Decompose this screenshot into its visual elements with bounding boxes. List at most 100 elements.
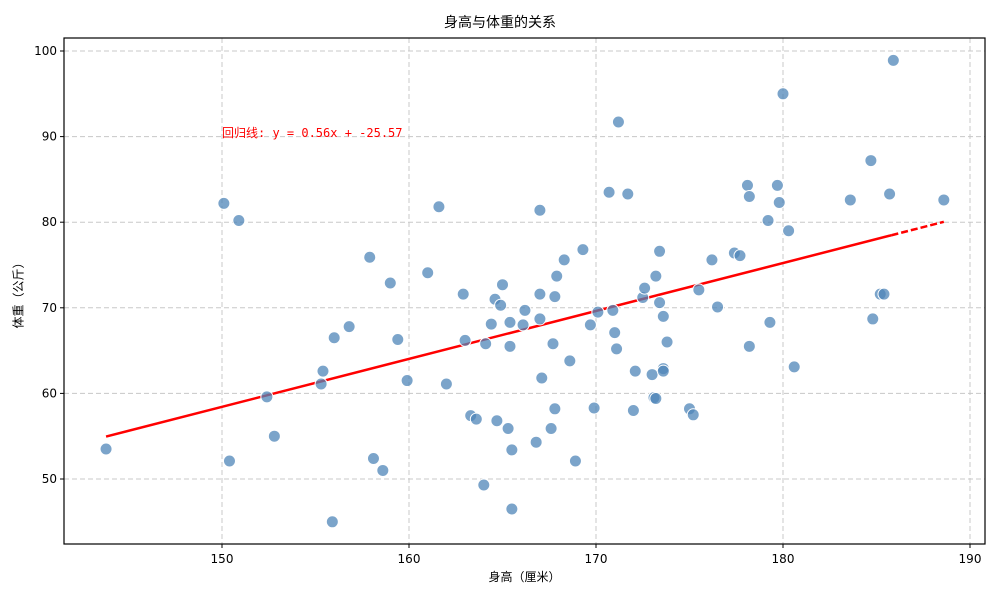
data-point xyxy=(843,193,857,207)
data-point xyxy=(99,442,113,456)
y-tick-label: 80 xyxy=(42,215,57,229)
data-point xyxy=(376,463,390,477)
data-point xyxy=(518,303,532,317)
y-axis-label: 体重（公斤） xyxy=(11,256,26,329)
regression-annotation: 回归线: y = 0.56x + -25.57 xyxy=(222,126,403,140)
y-tick-label: 60 xyxy=(42,386,57,400)
data-point xyxy=(325,515,339,529)
axes-frame xyxy=(63,37,986,545)
data-point xyxy=(533,287,547,301)
data-point xyxy=(742,339,756,353)
data-point xyxy=(501,421,515,435)
data-point xyxy=(516,318,530,332)
y-tick-label: 70 xyxy=(42,301,57,315)
data-point xyxy=(456,287,470,301)
data-point xyxy=(626,404,640,418)
grid-lines xyxy=(64,38,985,544)
y-tick-label: 90 xyxy=(42,130,57,144)
data-point xyxy=(608,326,622,340)
data-point xyxy=(583,318,597,332)
data-point xyxy=(782,224,796,238)
data-point xyxy=(383,276,397,290)
data-point xyxy=(557,253,571,267)
data-point xyxy=(505,502,519,516)
data-point xyxy=(484,317,498,331)
data-point xyxy=(611,115,625,129)
data-point xyxy=(576,243,590,257)
data-point xyxy=(656,309,670,323)
data-point xyxy=(503,315,517,329)
data-point xyxy=(649,269,663,283)
data-point xyxy=(864,154,878,168)
data-point xyxy=(877,287,891,301)
data-point xyxy=(544,421,558,435)
data-point xyxy=(772,196,786,210)
data-point xyxy=(610,342,624,356)
data-point xyxy=(217,196,231,210)
data-point xyxy=(568,454,582,468)
data-point xyxy=(733,249,747,263)
x-axis-label: 身高（厘米） xyxy=(488,570,561,584)
data-point xyxy=(546,337,560,351)
data-point xyxy=(602,185,616,199)
data-point xyxy=(883,187,897,201)
data-point xyxy=(660,335,674,349)
x-tick-label: 160 xyxy=(398,552,421,566)
data-point xyxy=(267,429,281,443)
data-point xyxy=(621,187,635,201)
data-point xyxy=(866,312,880,326)
x-tick-label: 150 xyxy=(211,552,234,566)
data-point xyxy=(886,53,900,67)
data-point xyxy=(505,443,519,457)
data-point xyxy=(432,200,446,214)
data-point xyxy=(533,203,547,217)
data-point xyxy=(490,414,504,428)
data-point xyxy=(692,283,706,297)
data-point xyxy=(363,250,377,264)
data-point xyxy=(503,339,517,353)
data-point xyxy=(421,266,435,280)
data-point xyxy=(645,368,659,382)
data-point xyxy=(222,454,236,468)
data-point xyxy=(653,296,667,310)
data-point xyxy=(649,392,663,406)
chart-title: 身高与体重的关系 xyxy=(444,15,556,31)
data-point xyxy=(469,412,483,426)
data-point xyxy=(787,360,801,374)
data-point xyxy=(587,401,601,415)
data-point xyxy=(563,354,577,368)
x-tick-label: 180 xyxy=(772,552,795,566)
data-point xyxy=(458,333,472,347)
data-point xyxy=(496,278,509,292)
data-point xyxy=(529,435,543,449)
data-point xyxy=(391,332,405,346)
data-point xyxy=(316,364,330,378)
data-point xyxy=(761,213,775,227)
data-point xyxy=(535,371,549,385)
data-point xyxy=(656,364,670,378)
data-point xyxy=(711,300,725,314)
y-tick-label: 100 xyxy=(34,44,57,58)
data-point xyxy=(479,337,493,351)
axis-ticks: 150 160 170 180 190 50 60 70 80 90 100 xyxy=(34,44,981,566)
y-tick-label: 50 xyxy=(42,472,57,486)
data-point xyxy=(366,451,380,465)
data-point xyxy=(653,244,667,258)
data-point xyxy=(686,408,700,422)
x-tick-label: 170 xyxy=(585,552,608,566)
regression-line-solid xyxy=(105,234,892,438)
data-point xyxy=(550,269,564,283)
data-point xyxy=(742,190,756,204)
data-points xyxy=(99,53,951,529)
x-tick-label: 190 xyxy=(959,552,982,566)
data-point xyxy=(260,390,274,404)
data-point xyxy=(740,178,754,192)
data-point xyxy=(628,364,642,378)
data-point xyxy=(342,320,356,334)
data-point xyxy=(533,312,547,326)
data-point xyxy=(439,377,453,391)
data-point xyxy=(548,290,562,304)
data-point xyxy=(606,303,620,317)
